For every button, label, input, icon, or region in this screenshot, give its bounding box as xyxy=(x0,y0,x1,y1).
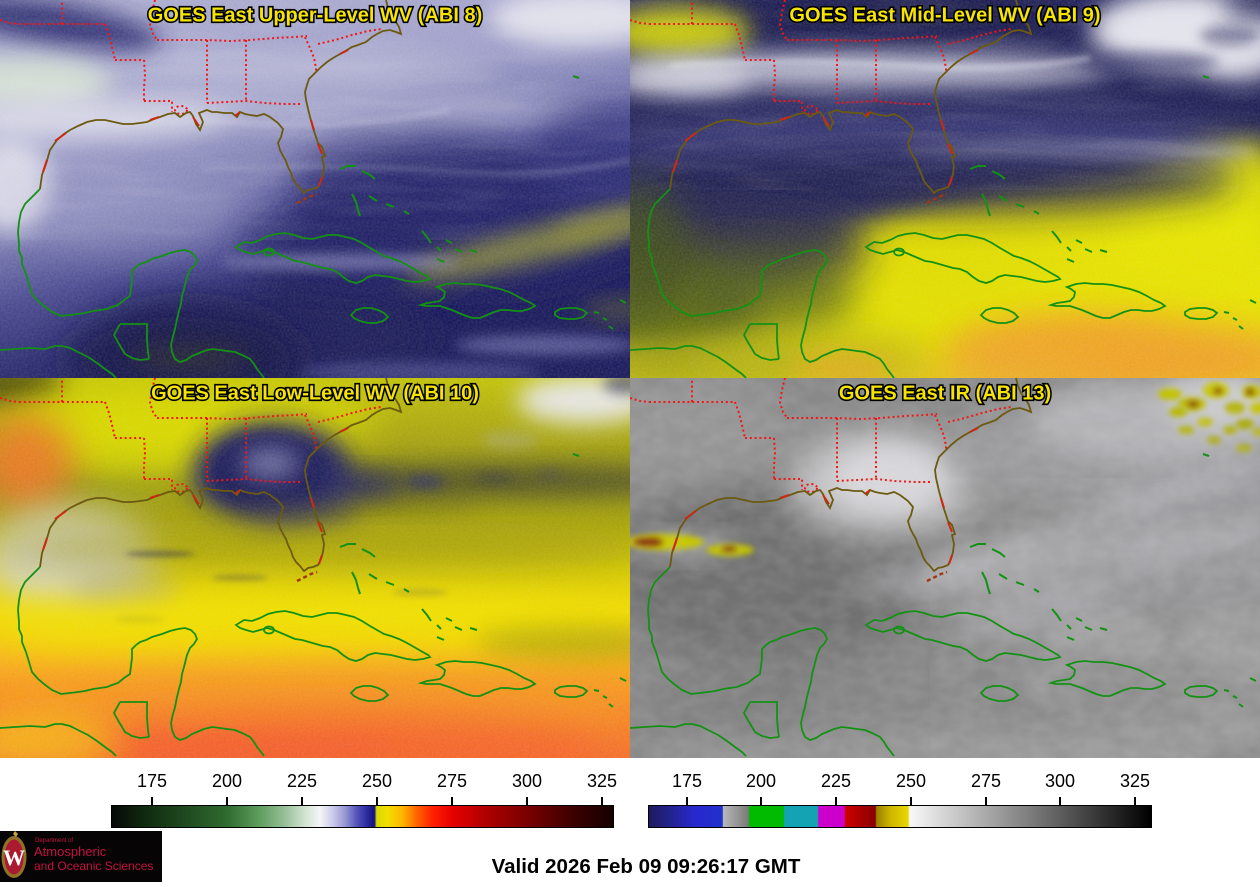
svg-text:W: W xyxy=(3,845,25,870)
svg-text:Department of: Department of xyxy=(35,838,73,844)
svg-text:and Oceanic Sciences: and Oceanic Sciences xyxy=(34,859,153,873)
svg-text:GOES East Mid-Level WV (ABI 9): GOES East Mid-Level WV (ABI 9) xyxy=(789,5,1100,27)
svg-text:GOES East IR (ABI 13): GOES East IR (ABI 13) xyxy=(839,383,1051,405)
svg-text:GOES East Low-Level WV (ABI 10: GOES East Low-Level WV (ABI 10) xyxy=(151,383,479,405)
svg-text:Atmospheric: Atmospheric xyxy=(34,844,107,859)
svg-text:GOES East Upper-Level WV (ABI: GOES East Upper-Level WV (ABI 8) xyxy=(148,5,483,27)
